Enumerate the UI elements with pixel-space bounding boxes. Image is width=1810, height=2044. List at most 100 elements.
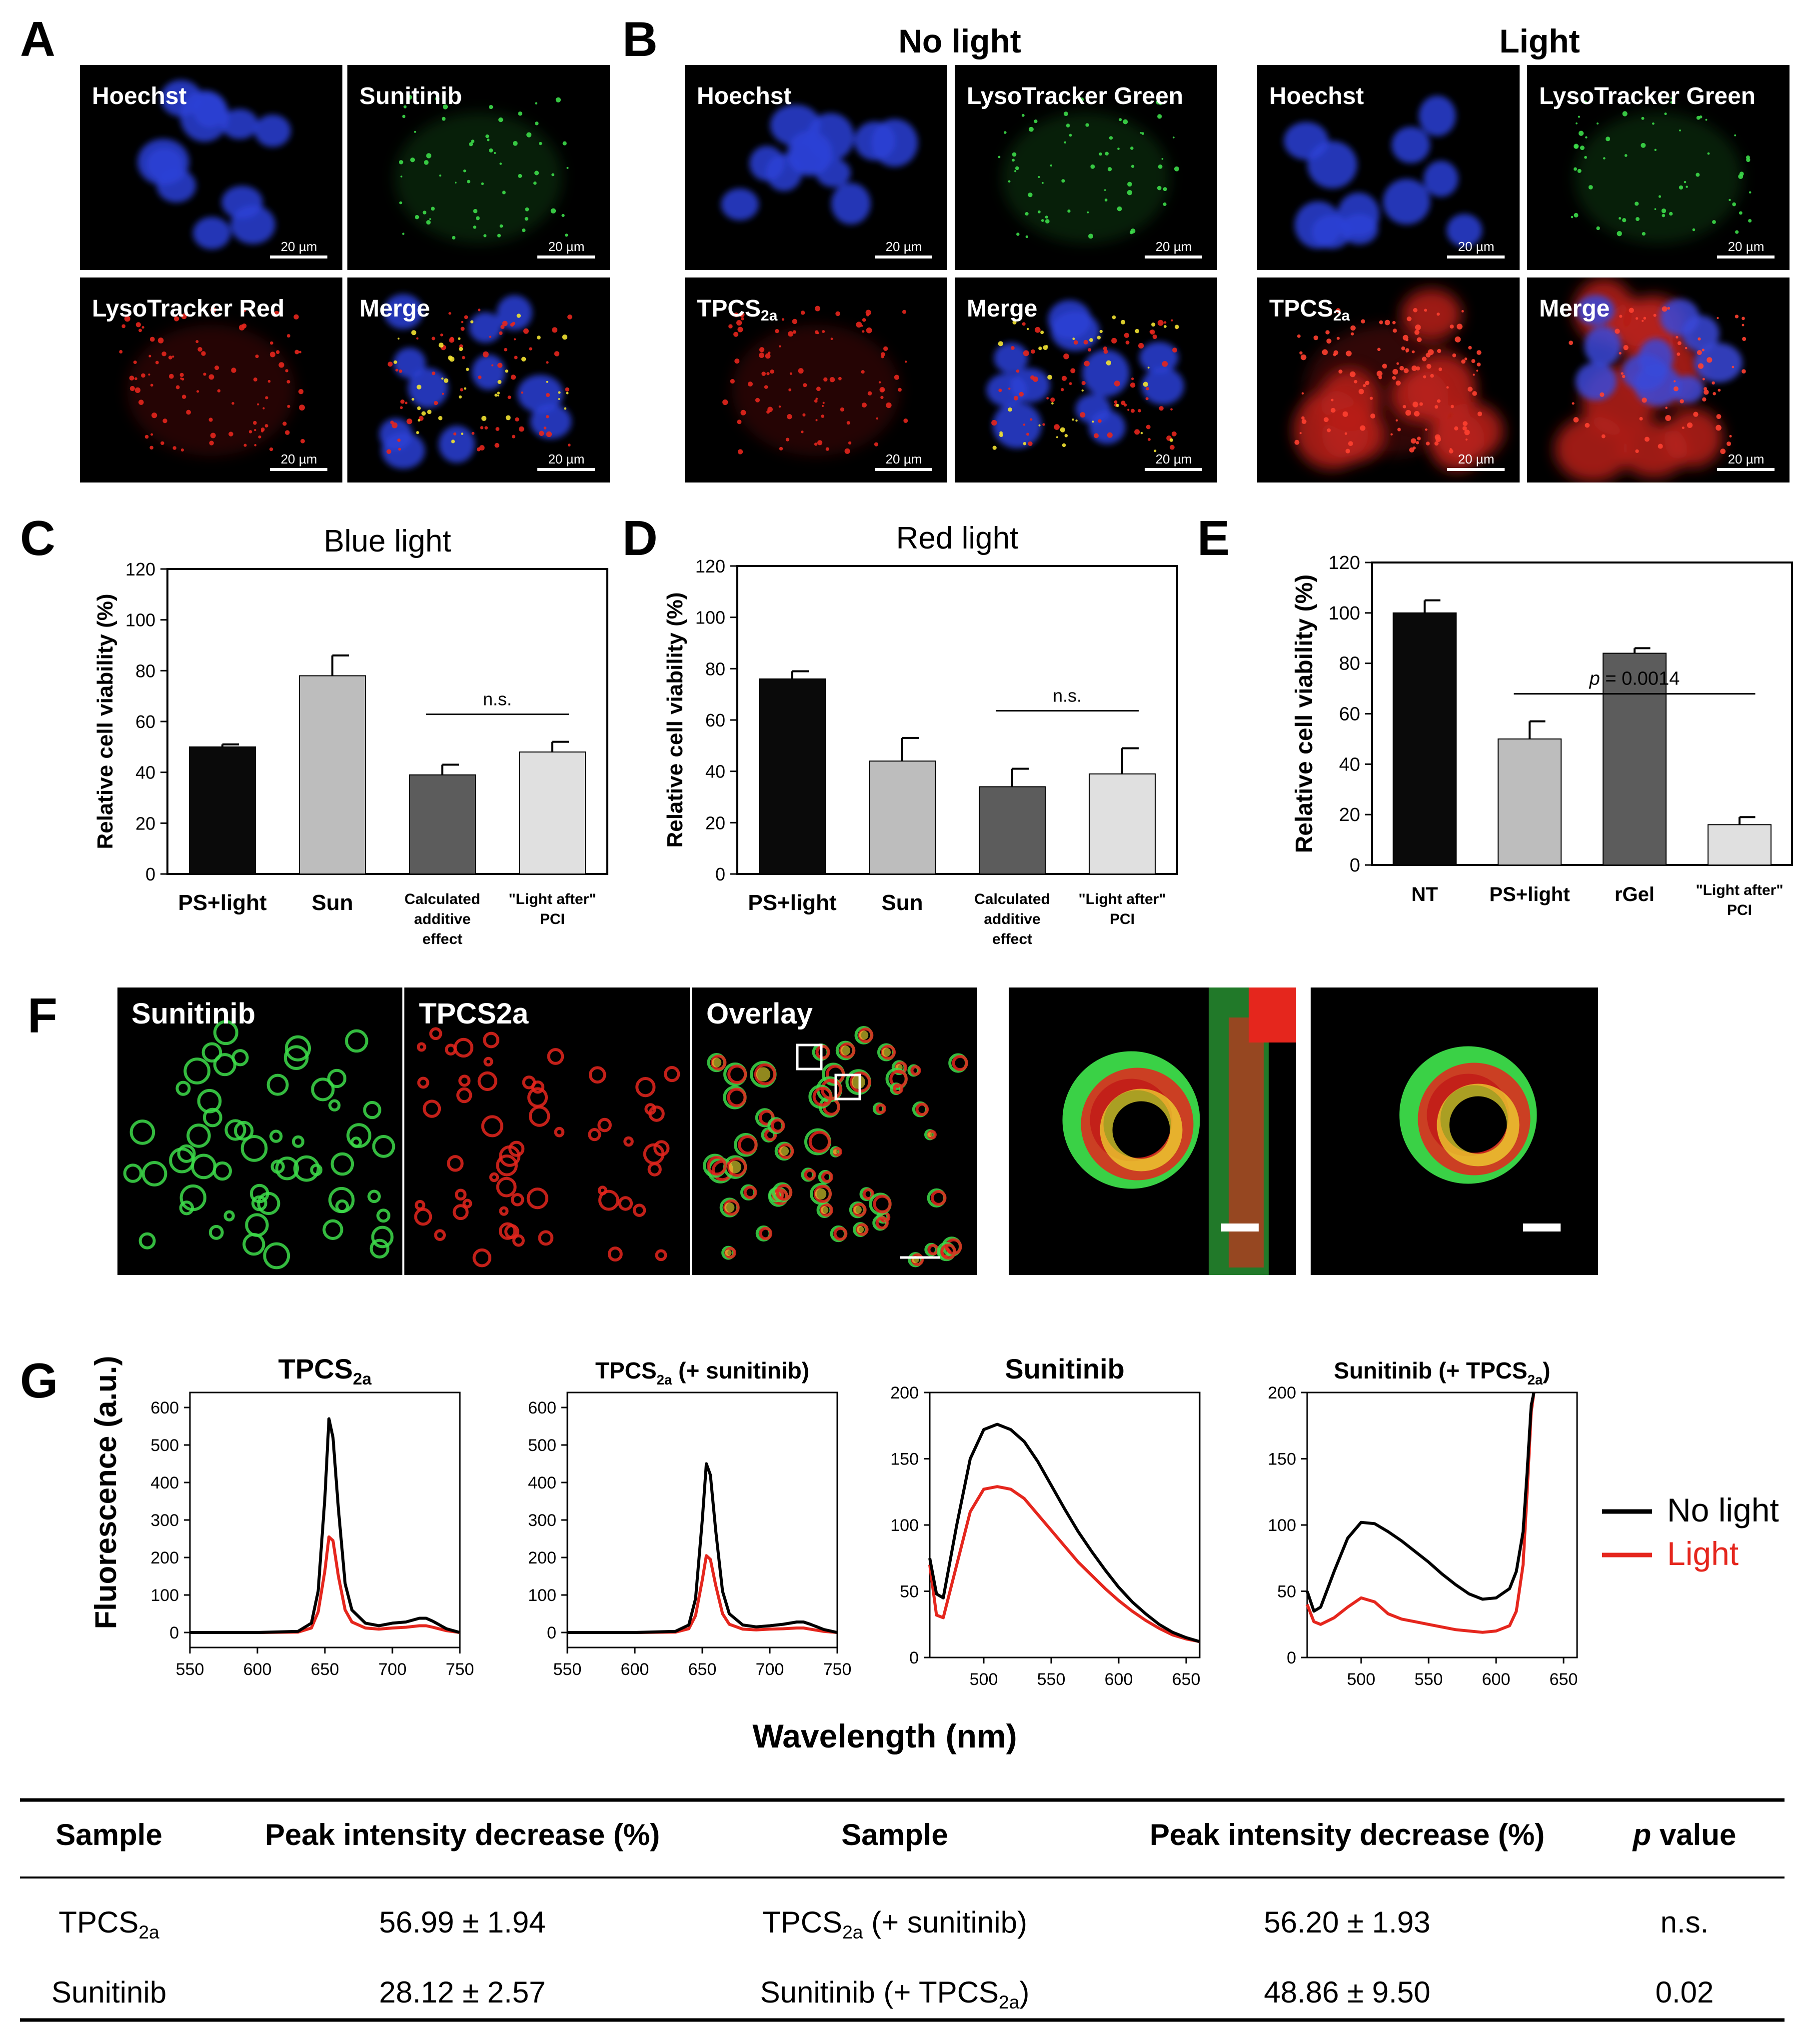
bar xyxy=(1089,773,1156,875)
y-tick-label: 120 xyxy=(1329,552,1360,574)
puncta-signal xyxy=(386,308,572,454)
y-tick-label: 200 xyxy=(890,1384,919,1402)
light-header: Light xyxy=(1499,22,1580,60)
series-line-light xyxy=(567,1554,838,1634)
x-tick-label: 700 xyxy=(378,1660,407,1679)
x-tick-label: 650 xyxy=(1550,1670,1578,1689)
micrograph-label: Sunitinib xyxy=(359,83,462,110)
x-tick-label: 600 xyxy=(243,1660,272,1679)
y-tick-label: 60 xyxy=(135,712,155,732)
spectrum-G1: TPCS2a 550 600 650 700 750 0 100 200 300 400 500 600 xyxy=(150,1353,474,1679)
table-cell-sample: TPCS2a (+ sunitinib) xyxy=(762,1906,1027,1942)
scale-bar: 20 µm xyxy=(1447,452,1505,471)
spectrum-title: TPCS2a (+ sunitinib) xyxy=(595,1358,809,1388)
fluorescence-signal xyxy=(1575,294,1743,406)
table-row: TPCS2a 56.99 ± 1.94 TPCS2a (+ sunitinib) 56… xyxy=(58,1906,1709,1942)
micrograph-hoechst: Hoechst 20 µm xyxy=(685,65,947,270)
category-label: PCI xyxy=(540,911,565,928)
y-tick-label: 500 xyxy=(528,1436,556,1455)
y-tick-label: 60 xyxy=(705,710,725,730)
y-tick-label: 80 xyxy=(705,658,725,679)
bar xyxy=(409,774,476,874)
category-label: additive xyxy=(984,911,1040,928)
series-line-light xyxy=(1306,1392,1536,1634)
svg-text:20 µm: 20 µm xyxy=(1458,452,1495,466)
spectrum-title: Sunitinib (+ TPCS2a) xyxy=(1334,1358,1550,1388)
chart-e-viability: 0 20 40 60 80 100 120 Relative cell viability (… xyxy=(1291,552,1793,918)
panel-f-image-2: TPCS2a xyxy=(414,988,692,1275)
diffuse-signal xyxy=(732,324,900,456)
y-tick-label: 100 xyxy=(890,1516,919,1535)
bar xyxy=(1393,612,1457,866)
y-tick-label: 600 xyxy=(528,1398,556,1418)
table-header-p-value: p value xyxy=(1632,1818,1737,1852)
category-label: "Light after" xyxy=(508,891,596,908)
x-tick-label: 600 xyxy=(1482,1670,1511,1689)
chart-c-blue-light: Blue light 0 20 40 60 80 100 120 Relative cell v… xyxy=(93,524,608,948)
puncta-signal xyxy=(991,319,1178,450)
x-tick-label: 650 xyxy=(1172,1670,1201,1689)
panel-label-c: C xyxy=(20,510,55,566)
y-tick-label: 50 xyxy=(900,1582,919,1602)
series-line-no-light xyxy=(1306,1392,1536,1613)
legend-no-light-label: No light xyxy=(1667,1492,1779,1528)
panel-label-f: F xyxy=(27,988,57,1043)
panel-f-label: Sunitinib xyxy=(131,998,255,1030)
micrograph-green: LysoTracker Green 20 µm xyxy=(1527,65,1790,270)
bar xyxy=(869,760,936,874)
panel-label-e: E xyxy=(1197,510,1230,566)
spectra-x-axis-label: Wavelength (nm) xyxy=(752,1718,1017,1754)
y-tick-label: 0 xyxy=(1287,1648,1296,1668)
category-label: effect xyxy=(992,931,1032,948)
table-cell-sample: TPCS2a xyxy=(58,1906,159,1942)
significance-label: p = 0.0014 xyxy=(1589,668,1680,690)
micrograph-label: LysoTracker Red xyxy=(92,296,284,322)
x-tick-label: 700 xyxy=(756,1660,784,1679)
y-tick-label: 40 xyxy=(135,762,155,783)
bar xyxy=(979,786,1046,875)
category-label: "Light after" xyxy=(1078,891,1166,908)
y-tick-label: 100 xyxy=(1329,603,1360,624)
panel-label-d: D xyxy=(622,510,658,566)
table-rows: TPCS2a 56.99 ± 1.94 TPCS2a (+ sunitinib) 56… xyxy=(51,1906,1714,2012)
y-tick-label: 400 xyxy=(150,1474,179,1492)
category-label: rGel xyxy=(1615,884,1655,906)
zoom-box-2 xyxy=(834,1074,861,1100)
y-axis-label: Relative cell viability (%) xyxy=(663,592,687,848)
significance-label: n.s. xyxy=(1053,685,1082,706)
y-axis-label: Relative cell viability (%) xyxy=(1291,574,1318,854)
y-tick-label: 120 xyxy=(125,559,155,580)
fluorescence-signal xyxy=(1284,96,1483,249)
scale-bar: 20 µm xyxy=(875,239,932,258)
scale-bar: 20 µm xyxy=(537,239,595,258)
micrograph-label: TPCS2a xyxy=(1269,296,1350,324)
svg-text:20 µm: 20 µm xyxy=(1728,239,1765,254)
bar xyxy=(519,752,586,874)
x-tick-label: 650 xyxy=(311,1660,339,1679)
panel-label-g: G xyxy=(20,1353,58,1408)
diffuse-signal xyxy=(1002,112,1170,244)
bar xyxy=(299,675,366,874)
puncta-signal xyxy=(992,315,1179,452)
table-cell-p-value: n.s. xyxy=(1661,1906,1709,1939)
plot-frame xyxy=(929,1392,1201,1658)
x-tick-label: 650 xyxy=(688,1660,717,1679)
puncta-signal xyxy=(1294,308,1483,454)
y-tick-label: 300 xyxy=(528,1511,556,1530)
fluorescence-signal xyxy=(137,80,291,250)
significance-label: n.s. xyxy=(483,689,512,710)
y-tick-label: 0 xyxy=(909,1648,919,1668)
plot-frame xyxy=(1306,1392,1578,1658)
micrograph-label: Merge xyxy=(359,296,430,322)
category-label: effect xyxy=(422,931,462,948)
micrograph-green: Sunitinib 20 µm xyxy=(347,65,610,270)
series-line-no-light xyxy=(190,1417,460,1634)
micrograph-hoechst: Hoechst 20 µm xyxy=(80,65,342,270)
y-tick-label: 100 xyxy=(125,610,155,630)
micrograph-red: TPCS2a 20 µm xyxy=(685,278,947,482)
table-header-p-italic: p xyxy=(1632,1818,1652,1852)
y-tick-label: 20 xyxy=(705,812,725,833)
